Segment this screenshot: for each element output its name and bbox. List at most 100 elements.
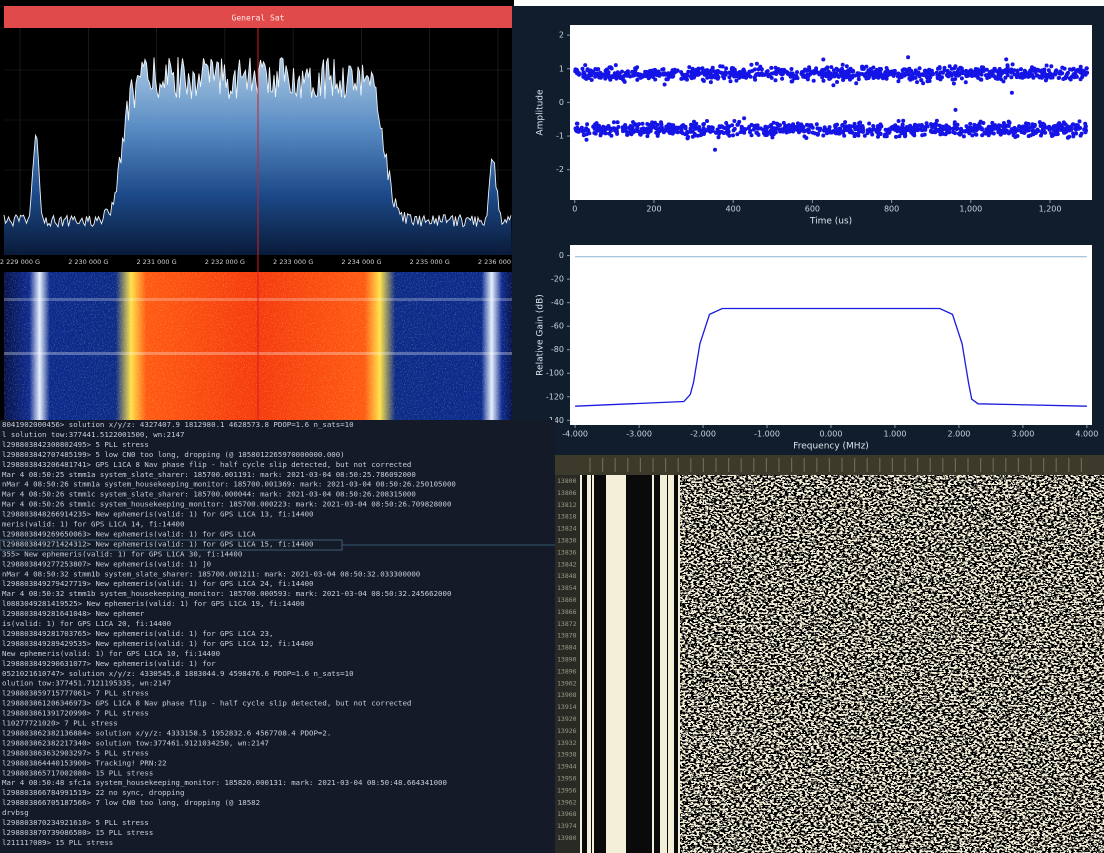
scatter-point — [872, 70, 876, 74]
scatter-point — [1044, 73, 1048, 77]
scatter-point — [724, 66, 728, 70]
scatter-point — [910, 128, 914, 132]
scatter-point — [585, 68, 589, 72]
log-line: l298803861391720990> 7 PLL stress — [2, 709, 149, 718]
scatter-point — [1016, 128, 1020, 132]
scatter-point — [692, 76, 696, 80]
scatter-point — [758, 65, 762, 69]
scatter-point — [874, 128, 878, 132]
scatter-point — [753, 67, 757, 71]
scatter-point — [774, 78, 778, 82]
x-tick-label: 2 231 000 G — [136, 258, 176, 266]
scatter-point — [724, 121, 728, 125]
scatter-point — [853, 126, 857, 130]
scatter-point — [742, 130, 746, 134]
scatter-point — [930, 69, 934, 73]
scatter-point — [860, 65, 864, 69]
row-label: 13914 — [557, 703, 577, 711]
bit-column — [639, 475, 646, 853]
log-line: l298803843206481741> GPS L1CA 8 Nav phas… — [2, 460, 411, 469]
scatter-point — [1057, 76, 1061, 80]
scatter-point — [705, 128, 709, 132]
x-tick-label: -2.000 — [690, 430, 716, 439]
scatter-point — [1084, 67, 1088, 71]
x-tick-label: 2 230 000 G — [68, 258, 108, 266]
scatter-point — [800, 70, 804, 74]
scatter-point — [624, 71, 628, 75]
scatter-point — [847, 70, 851, 74]
scatter-point — [580, 126, 584, 130]
scatter-point — [845, 75, 849, 79]
scatter-point — [634, 123, 638, 127]
scatter-point — [1030, 65, 1034, 69]
scatter-point — [935, 123, 939, 127]
scatter-point — [828, 75, 832, 79]
scatter-point — [935, 73, 939, 77]
scatter-point — [618, 76, 622, 80]
scatter-point — [722, 131, 726, 135]
row-label: 13950 — [557, 775, 577, 783]
scatter-point — [897, 72, 901, 76]
scatter-point — [628, 131, 632, 135]
scatter-point — [858, 121, 862, 125]
scatter-point — [899, 130, 903, 134]
scatter-point — [701, 122, 705, 126]
log-line: l solution tow:377441.5122001500, wn:214… — [2, 430, 184, 439]
scatter-point — [681, 123, 685, 127]
x-tick-label: 4.000 — [1075, 430, 1098, 439]
row-label: 13974 — [557, 822, 577, 830]
scatter-point — [891, 127, 895, 131]
scatter-point — [893, 123, 897, 127]
scatter-point — [903, 134, 907, 138]
row-label: 13980 — [557, 834, 577, 842]
scatter-point — [856, 71, 860, 75]
scatter-point — [952, 82, 956, 86]
scatter-point — [870, 133, 874, 137]
scatter-point — [806, 73, 810, 77]
scatter-point — [575, 129, 579, 133]
scatter-point — [594, 123, 598, 127]
scatter-point — [645, 122, 649, 126]
scatter-point — [1047, 68, 1051, 72]
scatter-point — [980, 65, 984, 69]
scatter-point — [753, 125, 757, 129]
scatter-point — [1006, 65, 1010, 69]
scatter-point — [857, 77, 861, 81]
scatter-point — [679, 130, 683, 134]
scatter-point — [845, 64, 849, 68]
y-tick-label: -60 — [551, 322, 564, 331]
scatter-point — [926, 125, 930, 129]
scatter-point — [1019, 67, 1023, 71]
scatter-point — [709, 69, 713, 73]
row-labels: 1380013806138121381813824138301383613842… — [557, 477, 577, 842]
scatter-point — [948, 73, 952, 77]
log-line: drvbsg — [2, 808, 29, 817]
x-tick-label: 2 232 000 G — [205, 258, 245, 266]
y-tick-label: -2 — [556, 165, 564, 174]
scatter-point — [968, 122, 972, 126]
scatter-point — [1068, 67, 1072, 71]
scatter-point — [1008, 121, 1012, 125]
log-line: 0521021610747> solution x/y/z: 4330545.8… — [2, 669, 354, 678]
scatter-point — [689, 70, 693, 74]
scatter-point — [573, 69, 577, 73]
scatter-point — [1039, 124, 1043, 128]
scatter-point — [1052, 127, 1056, 131]
x-tick-label: 0 — [572, 205, 577, 214]
scatter-point — [954, 108, 958, 112]
scatter-point — [744, 75, 748, 79]
scatter-point — [988, 70, 992, 74]
x-axis-title: Time (us) — [809, 217, 852, 227]
scatter-point — [769, 66, 773, 70]
x-tick-label: 1.000 — [884, 430, 907, 439]
y-tick-label: 0 — [559, 98, 564, 107]
y-tick-label: -40 — [551, 298, 564, 307]
scatter-point — [901, 123, 905, 127]
row-label: 13806 — [557, 489, 577, 497]
scatter-point — [770, 72, 774, 76]
scatter-point — [718, 124, 722, 128]
scatter-point — [1027, 134, 1031, 138]
scatter-point — [1053, 71, 1057, 75]
log-line: Mar 4 08:50:32 stmm1b system_housekeepin… — [2, 589, 451, 598]
bit-column — [626, 475, 630, 853]
